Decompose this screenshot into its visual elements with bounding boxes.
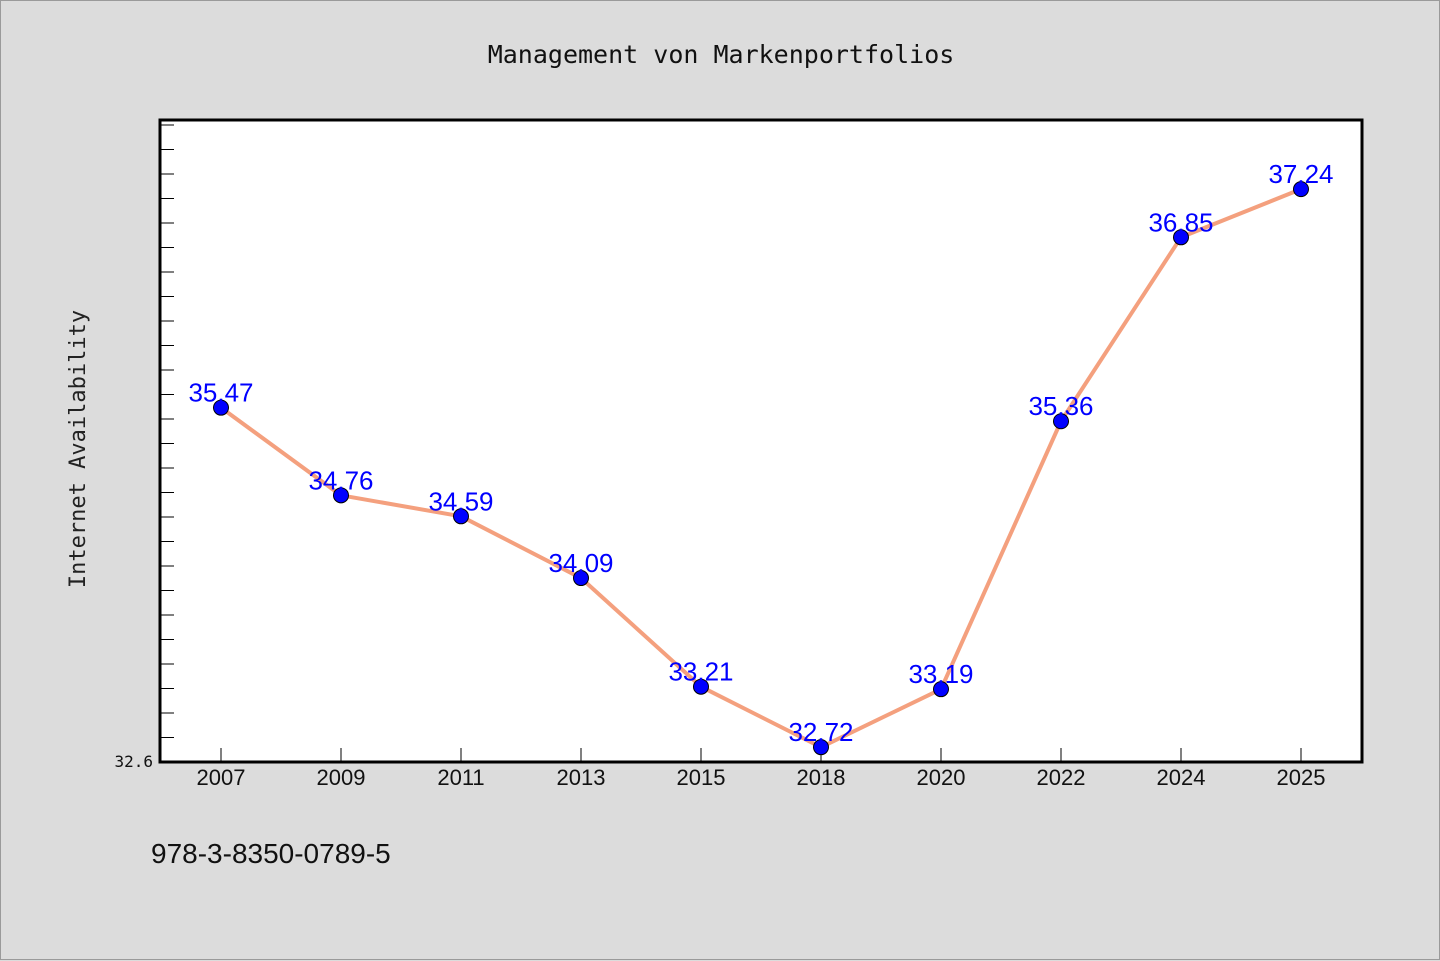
marker-layer — [213, 181, 1309, 756]
x-tick-label: 2013 — [557, 765, 606, 790]
isbn-footer: 978-3-8350-0789-5 — [151, 838, 391, 869]
series-line-layer — [219, 187, 1302, 750]
data-label: 36.85 — [1148, 207, 1213, 237]
data-label: 34.09 — [548, 548, 613, 578]
y-axis-label: Internet Availability — [66, 310, 91, 588]
data-label-layer: 35.47 34.76 34.59 34.09 33.21 32.72 33.19 35.36… — [188, 159, 1333, 747]
x-tick-label: 2015 — [677, 765, 726, 790]
data-point — [333, 487, 349, 504]
x-tick-label: 2022 — [1037, 765, 1086, 790]
data-label: 34.76 — [308, 465, 373, 495]
data-label: 35.36 — [1028, 391, 1093, 421]
data-label: 34.59 — [428, 486, 493, 516]
data-point — [693, 678, 709, 695]
y-tick-label-min: 32.6 — [114, 752, 153, 771]
data-label: 37.24 — [1268, 159, 1333, 189]
data-point — [1053, 413, 1069, 430]
x-axis: 2007 2009 2011 2013 2015 2018 2020 2022 2024 2025 — [197, 748, 1326, 790]
data-point — [1173, 229, 1189, 246]
data-label: 33.21 — [668, 657, 733, 687]
x-tick-label: 2009 — [317, 765, 366, 790]
data-point — [933, 681, 949, 698]
chart-title: Management von Markenportfolios — [488, 40, 955, 69]
x-tick-label: 2024 — [1157, 765, 1206, 790]
x-tick-label: 2020 — [917, 765, 966, 790]
x-tick-label: 2011 — [437, 765, 484, 790]
data-label: 35.47 — [188, 378, 253, 408]
data-point — [813, 739, 829, 756]
x-tick-label: 2007 — [197, 765, 246, 790]
data-point — [453, 508, 469, 525]
data-point — [213, 399, 229, 416]
data-label: 33.19 — [908, 659, 973, 689]
data-point — [1293, 181, 1309, 198]
y-axis-ticks — [160, 124, 174, 738]
series-line — [219, 187, 1302, 750]
data-point — [573, 570, 589, 587]
x-tick-label: 2025 — [1277, 765, 1326, 790]
x-tick-label: 2018 — [797, 765, 846, 790]
plot-area — [158, 118, 1364, 764]
data-label: 32.72 — [788, 717, 853, 747]
